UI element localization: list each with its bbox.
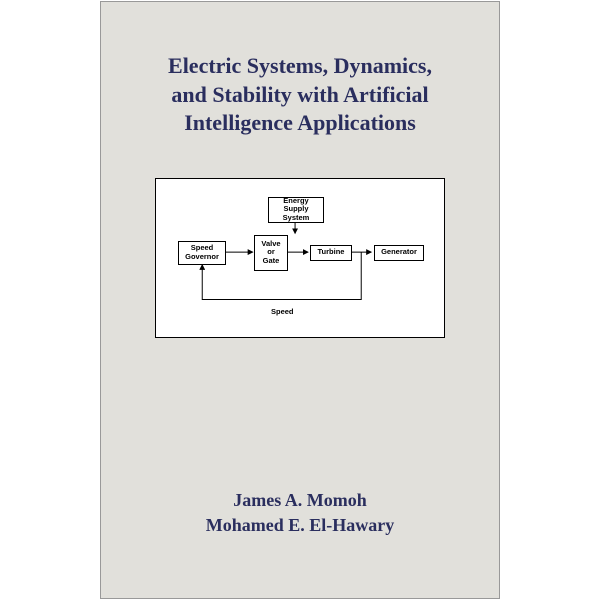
title-line: Intelligence Applications	[133, 109, 467, 138]
diagram-container: Energy SupplySystem SpeedGovernor Valveo…	[133, 178, 467, 338]
node-turbine: Turbine	[310, 245, 352, 261]
node-generator: Generator	[374, 245, 424, 261]
node-energy-supply: Energy SupplySystem	[268, 197, 324, 223]
author-line: Mohamed E. El-Hawary	[133, 513, 467, 538]
node-label: Generator	[381, 248, 417, 257]
author-line: James A. Momoh	[133, 488, 467, 513]
node-label: ValveorGate	[261, 240, 280, 266]
book-title: Electric Systems, Dynamics, and Stabilit…	[133, 52, 467, 138]
feedback-label: Speed	[271, 307, 294, 316]
node-speed-governor: SpeedGovernor	[178, 241, 226, 265]
node-valve-gate: ValveorGate	[254, 235, 288, 271]
authors-block: James A. Momoh Mohamed E. El-Hawary	[133, 488, 467, 538]
node-label: Energy SupplySystem	[271, 197, 321, 223]
title-line: Electric Systems, Dynamics,	[133, 52, 467, 81]
book-cover: Electric Systems, Dynamics, and Stabilit…	[100, 1, 500, 599]
title-line: and Stability with Artificial	[133, 81, 467, 110]
node-label: Turbine	[318, 248, 345, 257]
node-label: SpeedGovernor	[185, 244, 219, 261]
flowchart-diagram: Energy SupplySystem SpeedGovernor Valveo…	[155, 178, 445, 338]
